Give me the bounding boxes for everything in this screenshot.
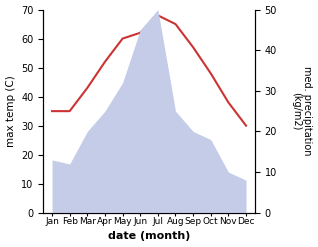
Y-axis label: max temp (C): max temp (C) [5, 75, 16, 147]
Y-axis label: med. precipitation
(kg/m2): med. precipitation (kg/m2) [291, 66, 313, 156]
X-axis label: date (month): date (month) [108, 231, 190, 242]
